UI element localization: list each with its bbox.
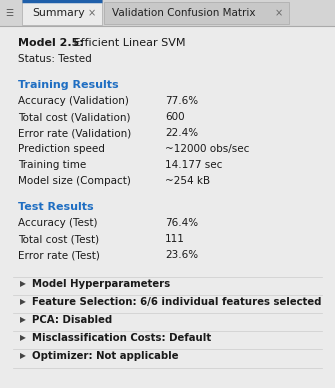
Text: ~12000 obs/sec: ~12000 obs/sec — [165, 144, 249, 154]
Text: Model size (Compact): Model size (Compact) — [18, 176, 131, 186]
Text: 77.6%: 77.6% — [165, 96, 198, 106]
Bar — [0, 0, 335, 26]
Text: PCA: Disabled: PCA: Disabled — [32, 315, 112, 325]
Text: 111: 111 — [165, 234, 185, 244]
Text: ▶: ▶ — [20, 315, 26, 324]
Text: ~254 kB: ~254 kB — [165, 176, 210, 186]
Text: Test Results: Test Results — [18, 202, 93, 212]
Text: 76.4%: 76.4% — [165, 218, 198, 228]
Text: 22.4%: 22.4% — [165, 128, 198, 138]
Text: Accuracy (Validation): Accuracy (Validation) — [18, 96, 129, 106]
Bar — [22, 0, 102, 25]
Text: Prediction speed: Prediction speed — [18, 144, 105, 154]
Text: ▶: ▶ — [20, 351, 26, 360]
Text: ▶: ▶ — [20, 333, 26, 342]
Text: Status: Tested: Status: Tested — [18, 54, 92, 64]
Text: Total cost (Validation): Total cost (Validation) — [18, 112, 131, 122]
Text: 600: 600 — [165, 112, 185, 122]
Text: Validation Confusion Matrix: Validation Confusion Matrix — [112, 8, 256, 18]
Text: Model Hyperparameters: Model Hyperparameters — [32, 279, 170, 289]
Bar — [104, 2, 289, 24]
Text: ▶: ▶ — [20, 279, 26, 288]
Text: Accuracy (Test): Accuracy (Test) — [18, 218, 97, 228]
Text: 14.177 sec: 14.177 sec — [165, 160, 222, 170]
Text: Total cost (Test): Total cost (Test) — [18, 234, 99, 244]
Text: ▶: ▶ — [20, 297, 26, 306]
Text: ×: × — [88, 8, 96, 18]
Text: Feature Selection: 6/6 individual features selected: Feature Selection: 6/6 individual featur… — [32, 296, 322, 307]
Text: 23.6%: 23.6% — [165, 250, 198, 260]
Text: Error rate (Validation): Error rate (Validation) — [18, 128, 131, 138]
Text: Model 2.5:: Model 2.5: — [18, 38, 84, 48]
Text: Efficient Linear SVM: Efficient Linear SVM — [70, 38, 186, 48]
Text: Training time: Training time — [18, 160, 86, 170]
Text: Misclassification Costs: Default: Misclassification Costs: Default — [32, 333, 211, 343]
Text: Optimizer: Not applicable: Optimizer: Not applicable — [32, 351, 179, 360]
Text: Summary: Summary — [32, 8, 85, 18]
Text: ☰: ☰ — [5, 9, 13, 17]
Text: Error rate (Test): Error rate (Test) — [18, 250, 100, 260]
Text: Training Results: Training Results — [18, 80, 119, 90]
Text: ×: × — [275, 8, 283, 18]
